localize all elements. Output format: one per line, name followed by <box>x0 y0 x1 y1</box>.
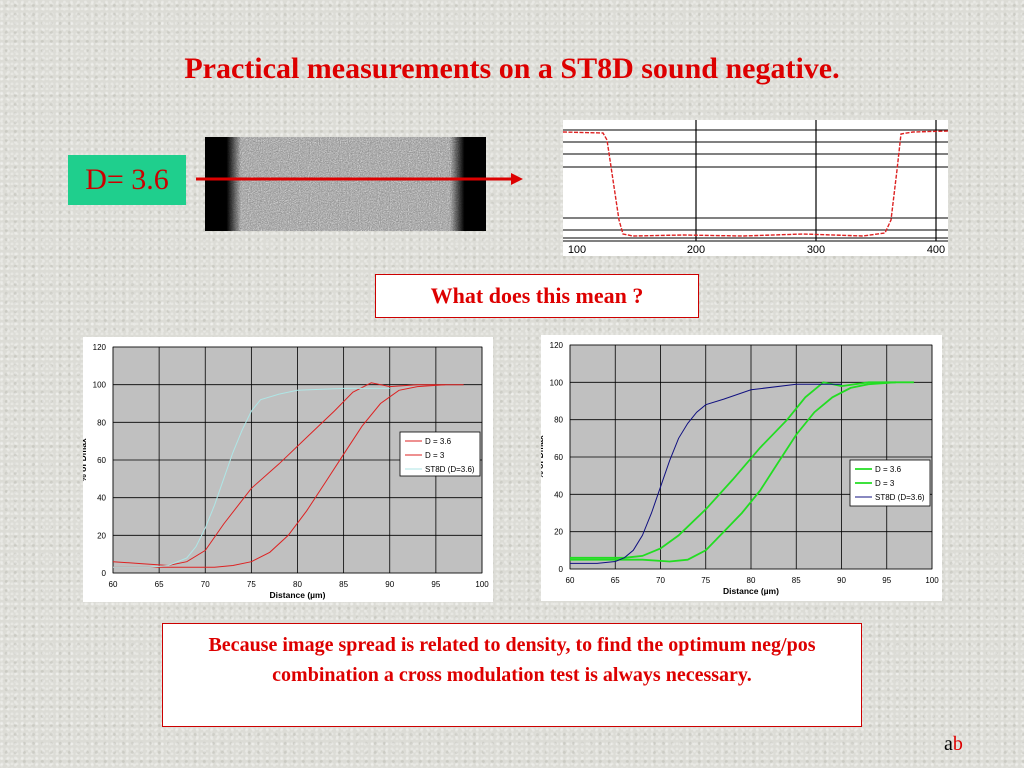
slide-title: Practical measurements on a ST8D sound n… <box>184 52 840 85</box>
y-axis-label: % of Dmax <box>83 438 88 482</box>
y-tick-label: 20 <box>554 528 563 537</box>
question-box: What does this mean ? <box>375 274 699 318</box>
y-tick-label: 60 <box>554 453 563 462</box>
x-tick-label: 80 <box>747 576 756 585</box>
series-line-3 <box>113 387 390 568</box>
x-tick-label: 65 <box>155 580 164 589</box>
x-axis-label: Distance (µm) <box>723 586 779 596</box>
y-tick-label: 0 <box>102 569 107 578</box>
x-tick-label: 95 <box>882 576 891 585</box>
x-tick-label: 80 <box>293 580 302 589</box>
x-tick-label: 75 <box>701 576 710 585</box>
x-axis-label: Distance (µm) <box>270 590 326 600</box>
chart-legend: D = 3.6 D = 3 ST8D (D=3.6) <box>399 431 481 477</box>
logo-letter-b: b <box>952 733 963 755</box>
density-profile-chart: 100 200 300 400 <box>563 120 948 256</box>
conclusion-note: Because image spread is related to densi… <box>162 623 862 727</box>
y-tick-label: 40 <box>554 490 563 499</box>
y-tick-label: 40 <box>97 494 106 503</box>
series-line-2 <box>113 384 464 568</box>
x-tick-label: 65 <box>611 576 620 585</box>
x-tick-label: 70 <box>656 576 665 585</box>
y-tick-label: 80 <box>554 416 563 425</box>
x-tick-label: 60 <box>109 580 118 589</box>
y-tick-label: 100 <box>550 378 564 387</box>
profile-x-tick-label: 200 <box>687 244 705 256</box>
profile-x-tick-label: 400 <box>927 244 945 256</box>
legend-entry: ST8D (D=3.6) <box>875 493 925 502</box>
legend-entry: D = 3.6 <box>425 437 452 446</box>
line-chart-left: 60 65 70 75 80 85 90 95 100 0 20 40 60 80 100 120 Distan… <box>83 337 493 602</box>
legend-entry: D = 3 <box>425 451 445 460</box>
y-tick-label: 20 <box>97 531 106 540</box>
y-tick-label: 60 <box>97 456 106 465</box>
legend-entry: ST8D (D=3.6) <box>425 465 475 474</box>
x-tick-label: 85 <box>339 580 348 589</box>
scan-arrow <box>196 173 523 185</box>
legend-entry: D = 3 <box>875 479 895 488</box>
x-tick-label: 60 <box>566 576 575 585</box>
series-line-3 <box>570 383 842 564</box>
series-line-1 <box>570 381 896 559</box>
series-line-1 <box>112 382 446 567</box>
y-tick-label: 80 <box>97 418 106 427</box>
legend-entry: D = 3.6 <box>875 465 902 474</box>
line-chart-right: 60 65 70 75 80 85 90 95 100 0 20 40 60 80 100 120 Distan… <box>541 335 942 601</box>
x-tick-label: 90 <box>385 580 394 589</box>
chart-legend: D = 3.6 D = 3 ST8D (D=3.6) <box>849 459 931 507</box>
x-tick-label: 90 <box>837 576 846 585</box>
y-tick-label: 0 <box>559 565 564 574</box>
x-tick-label: 70 <box>201 580 210 589</box>
x-tick-label: 85 <box>792 576 801 585</box>
x-tick-label: 100 <box>475 580 489 589</box>
series-line-2 <box>570 381 914 563</box>
profile-x-tick-label: 300 <box>807 244 825 256</box>
y-tick-label: 120 <box>93 343 107 352</box>
profile-x-tick-label: 100 <box>568 244 586 256</box>
x-tick-label: 75 <box>247 580 256 589</box>
y-tick-label: 120 <box>550 341 564 350</box>
film-sample-image <box>205 137 486 231</box>
x-tick-label: 95 <box>431 580 440 589</box>
profile-trace-line <box>563 130 948 237</box>
y-tick-label: 100 <box>93 381 107 390</box>
x-tick-label: 100 <box>925 576 939 585</box>
density-label: D= 3.6 <box>68 155 186 205</box>
logo-letter-a: a <box>944 733 953 755</box>
y-axis-label: % of Dmax <box>541 435 545 479</box>
logo: ab <box>944 733 963 756</box>
